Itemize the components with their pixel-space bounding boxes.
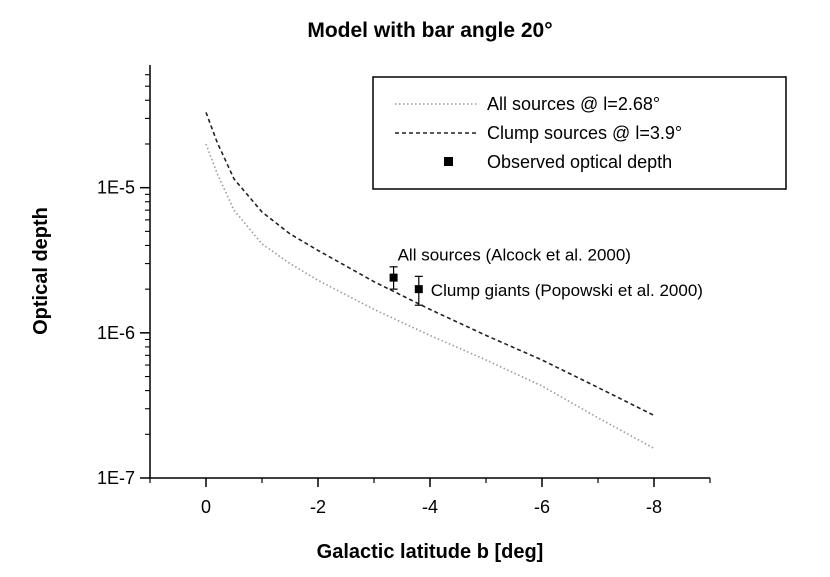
x-tick-label: -4	[422, 497, 438, 517]
series-layer	[205, 112, 655, 450]
series-line	[205, 112, 655, 417]
legend: All sources @ l=2.68° Clump sources @ l=3…	[372, 76, 787, 190]
y-tick-label: 1E-7	[97, 468, 135, 488]
legend-label: Clump sources @ l=3.9°	[487, 123, 682, 143]
legend-frame	[372, 76, 787, 190]
axes: 0 -2 -4 -6 -8 1E-7 1E-6 1E-5	[97, 65, 711, 517]
y-tick-label: 1E-5	[97, 178, 135, 198]
legend-marker	[444, 157, 453, 166]
legend-label: All sources @ l=2.68°	[487, 94, 660, 114]
x-tick-label: -2	[310, 497, 326, 517]
point-annotation: Clump giants (Popowski et al. 2000)	[431, 281, 703, 300]
y-axis-title: Optical depth	[30, 207, 52, 335]
data-point	[414, 285, 423, 294]
series-line	[205, 143, 655, 450]
x-tick-label: 0	[201, 497, 211, 517]
y-tick-label: 1E-6	[97, 323, 135, 343]
legend-label: Observed optical depth	[487, 152, 672, 172]
point-annotation: All sources (Alcock et al. 2000)	[398, 246, 631, 265]
x-tick-label: -8	[646, 497, 662, 517]
x-axis-title: Galactic latitude b [deg]	[317, 541, 544, 563]
x-tick-label: -6	[534, 497, 550, 517]
observations-layer: All sources (Alcock et al. 2000) Clump gi…	[389, 246, 703, 306]
chart-title: Model with bar angle 20°	[307, 19, 552, 42]
data-point	[389, 273, 398, 282]
